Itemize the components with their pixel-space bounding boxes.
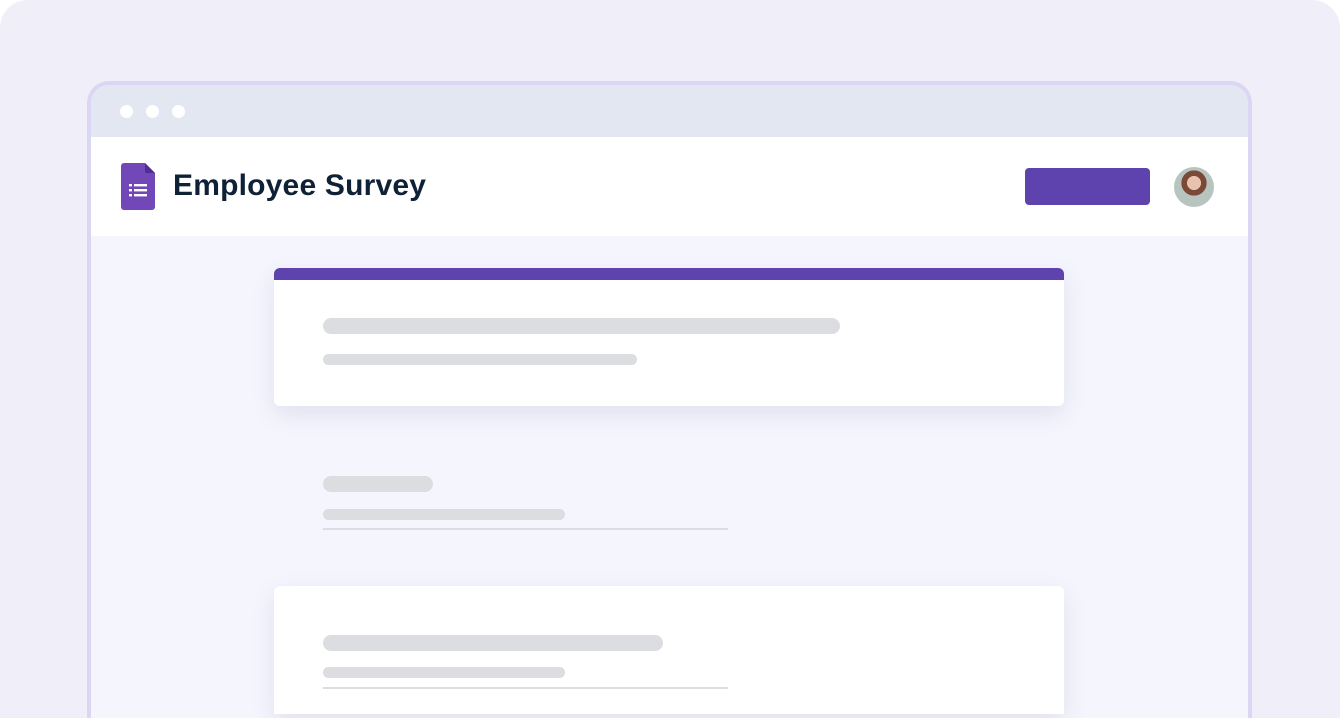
primary-button[interactable]	[1025, 168, 1150, 205]
browser-window: Employee Survey	[87, 81, 1252, 718]
avatar[interactable]	[1174, 167, 1214, 207]
window-dot-icon[interactable]	[120, 105, 133, 118]
form-header-card	[274, 268, 1064, 406]
form-title-placeholder	[323, 318, 840, 334]
form-description-placeholder	[323, 354, 637, 365]
window-dot-icon[interactable]	[172, 105, 185, 118]
answer-input[interactable]	[323, 687, 728, 689]
page-title: Employee Survey	[173, 169, 427, 202]
question-card	[274, 586, 1064, 714]
answer-input[interactable]	[323, 528, 728, 530]
question-label-placeholder	[323, 635, 663, 651]
app-header: Employee Survey	[91, 137, 1248, 236]
answer-placeholder	[323, 667, 565, 678]
window-titlebar	[91, 85, 1248, 137]
answer-placeholder	[323, 509, 565, 520]
forms-logo-icon	[121, 163, 155, 210]
window-dot-icon[interactable]	[146, 105, 159, 118]
question-label-placeholder	[323, 476, 433, 492]
